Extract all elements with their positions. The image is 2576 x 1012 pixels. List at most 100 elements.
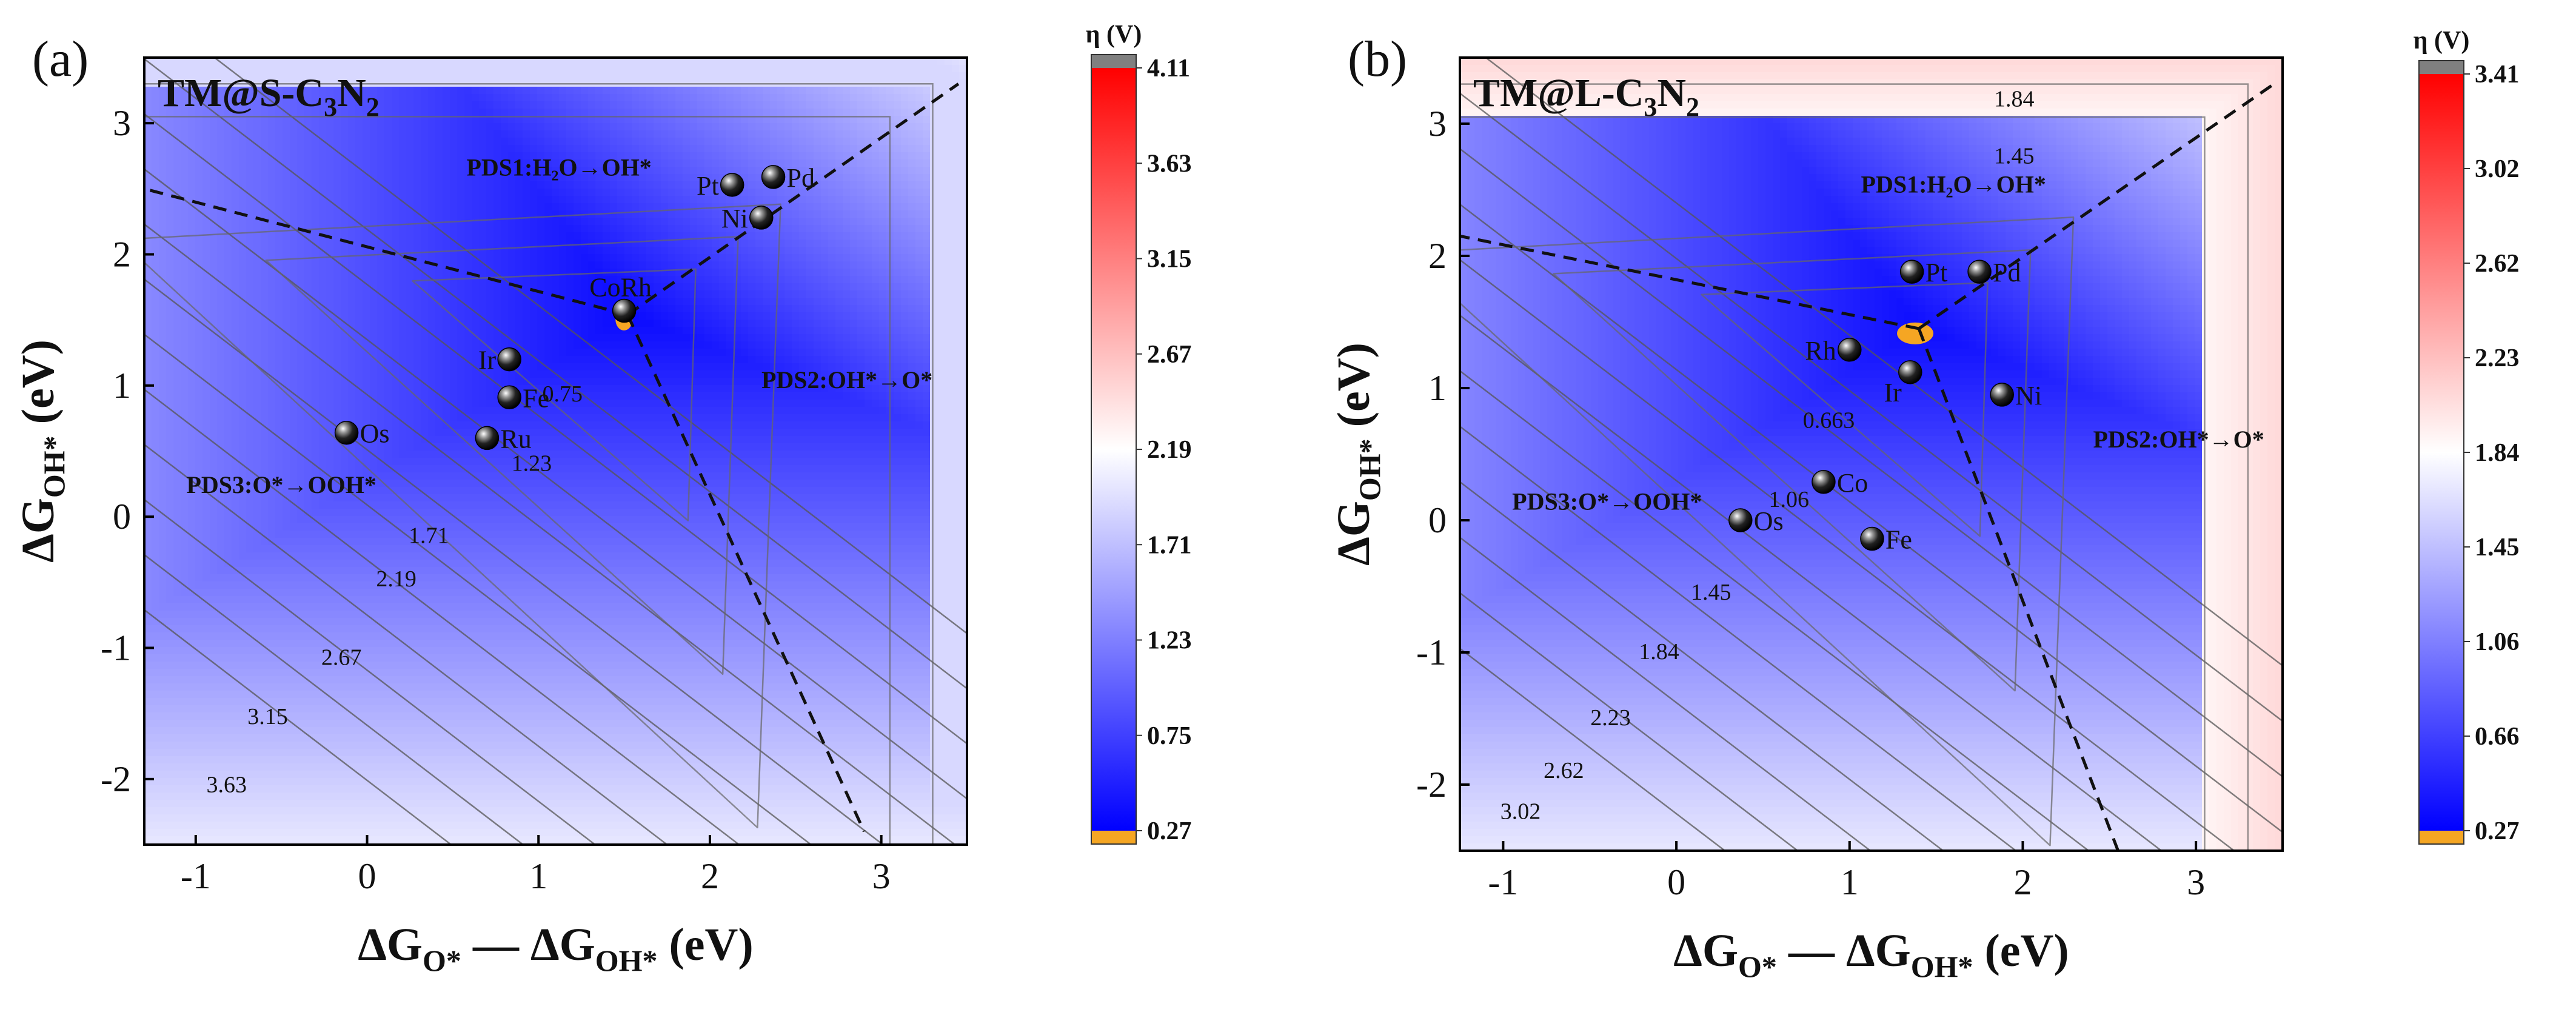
point-pt — [720, 173, 744, 197]
contour-line — [1484, 58, 2283, 667]
boundary-bottom — [1917, 328, 2119, 851]
panel-label: (b) — [1348, 31, 1407, 87]
y-tick-label: 0 — [1428, 500, 1447, 540]
point-label: CoRh — [589, 273, 652, 303]
contour-line — [144, 389, 740, 845]
contour-frame — [144, 83, 934, 845]
colorbar-b: η (V)3.41 3.02 2.62 2.23 1.84 1.45 1.06 0.66 0.2… — [2414, 27, 2520, 845]
colorbar-tick-label: 1.71 — [1147, 531, 1192, 559]
contour-line — [213, 58, 967, 635]
contour-loop — [412, 268, 697, 521]
plot-area: 1.84 1.45 0.663 1.06 1.45 1.84 2.23 2.623.02 PDS… — [1460, 58, 2283, 851]
y-tick-label: -2 — [101, 759, 131, 799]
point-label: Ir — [478, 346, 497, 375]
point-fe — [1860, 526, 1884, 551]
y-tick-label: -1 — [1416, 632, 1447, 672]
y-tick-label: 3 — [113, 103, 131, 143]
panel-a: 0.75 1.23 1.71 2.19 2.67 3.15 3.63 PDS1:H₂O→OH*… — [13, 31, 968, 977]
colorbar-tick-label: 1.23 — [1147, 627, 1192, 655]
contour-line — [1460, 203, 2283, 834]
colorbar-tick-label: 2.62 — [2475, 250, 2520, 278]
contour-line — [1460, 426, 2016, 851]
x-tick-label: 2 — [2013, 862, 2032, 902]
boundary-bottom — [626, 313, 866, 833]
x-tick-label: 3 — [872, 856, 891, 896]
contour-line — [144, 58, 967, 690]
point-ni — [1990, 383, 2014, 407]
boundary-left — [144, 187, 628, 317]
point-pt — [1899, 260, 1924, 284]
contour-label: 3.15 — [247, 704, 288, 729]
point-label: Fe — [1885, 525, 1912, 555]
point-label: Fe — [523, 383, 549, 413]
y-tick-label: 1 — [113, 366, 131, 406]
point-pd — [761, 165, 786, 189]
y-tick-label: -2 — [1416, 765, 1447, 805]
contour-line — [1460, 92, 2283, 722]
x-tick-label: 2 — [701, 856, 719, 896]
boundary-right — [626, 82, 960, 317]
colorbar-tick-label: 0.27 — [1147, 817, 1192, 845]
pds-annotation: PDS1:H₂O→OH* — [466, 154, 651, 181]
contour-line — [1460, 259, 2235, 851]
plot-area: 0.75 1.23 1.71 2.19 2.67 3.15 3.63 PDS1:H₂O→OH*… — [144, 58, 967, 845]
y-axis-label: ΔGOH* (eV) — [13, 340, 71, 563]
colorbar-a: η (V)4.11 3.63 3.15 2.67 2.19 1.71 1.23 0.75 0.2… — [1086, 21, 1192, 845]
contour-line — [144, 499, 596, 845]
panel-title: TM@S-C3N2 — [158, 71, 380, 122]
colorbar-title: η (V) — [1086, 21, 1142, 49]
x-axis-label: ΔGO* — ΔGOH* (eV) — [1673, 925, 2069, 984]
colorbar-tick-label: 0.27 — [2475, 817, 2520, 845]
colorbar-under — [1091, 831, 1136, 844]
contour-loop — [144, 203, 781, 829]
contour-frame — [144, 116, 891, 845]
pds-annotation: PDS2:OH*→O* — [761, 366, 932, 394]
contour-line — [144, 333, 812, 845]
boundary-right — [1918, 82, 2275, 330]
point-rh — [1838, 338, 1862, 362]
colorbar-tick-label: 1.45 — [2475, 534, 2520, 561]
y-tick-label: -1 — [101, 628, 131, 668]
x-tick-label: 1 — [1841, 862, 1859, 902]
contour-label: 1.71 — [409, 523, 449, 548]
contour-label: 1.84 — [1994, 87, 2035, 112]
point-label: Rh — [1805, 336, 1836, 366]
contour-line — [1460, 537, 1871, 851]
colorbar-gradient — [1091, 68, 1136, 831]
axes-frame — [143, 56, 968, 846]
colorbar-over — [1091, 55, 1136, 68]
heatmap-field — [1460, 58, 2283, 851]
contour-line — [1460, 648, 1725, 851]
point-pd — [1967, 260, 1992, 284]
contour-frame — [1460, 83, 2249, 851]
contour-label: 1.84 — [1639, 639, 1679, 665]
x-tick-label: 1 — [529, 856, 547, 896]
colorbar-tick-label: 2.67 — [1147, 341, 1192, 369]
contour-loop — [265, 236, 739, 675]
point-ru — [475, 426, 500, 451]
contour-line — [144, 554, 524, 845]
point-co — [1812, 470, 1836, 494]
contour-label: 1.06 — [1769, 487, 1810, 512]
panel-label: (a) — [32, 31, 89, 87]
axes-frame — [1459, 56, 2284, 852]
colorbar-under — [2419, 831, 2464, 844]
boundary-left — [1460, 234, 1919, 330]
colorbar-gradient — [2419, 74, 2464, 831]
colorbar-tick-label: 0.75 — [1147, 722, 1192, 750]
y-tick-label: 0 — [113, 497, 131, 537]
panel-b: 1.84 1.45 0.663 1.06 1.45 1.84 2.23 2.623.02 PDS… — [1328, 31, 2284, 984]
panel-title: TM@L-C3N2 — [1473, 71, 1699, 122]
point-label: Ni — [2015, 381, 2042, 410]
point-label: Ni — [721, 204, 748, 233]
point-os — [334, 420, 359, 445]
y-axis-label: ΔGOH* (eV) — [1328, 343, 1387, 566]
contour-label: 1.23 — [512, 451, 552, 476]
contour-loop — [1460, 216, 2075, 846]
pds-annotation: PDS3:O*→OOH* — [186, 471, 376, 498]
colorbar-tick-label: 3.41 — [2475, 61, 2520, 89]
contour-line — [1460, 481, 1944, 851]
contour-label: 2.62 — [1544, 758, 1584, 783]
contour-line — [144, 113, 967, 745]
contour-label: 2.23 — [1590, 705, 1631, 731]
